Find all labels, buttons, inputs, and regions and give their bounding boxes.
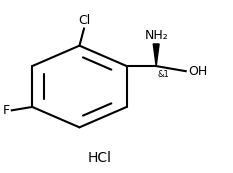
Text: NH₂: NH₂ [144, 29, 168, 42]
Text: F: F [2, 104, 10, 117]
Text: &1: &1 [157, 70, 169, 79]
Polygon shape [153, 44, 159, 66]
Text: Cl: Cl [78, 14, 90, 27]
Text: OH: OH [188, 65, 207, 78]
Text: HCl: HCl [88, 151, 112, 165]
